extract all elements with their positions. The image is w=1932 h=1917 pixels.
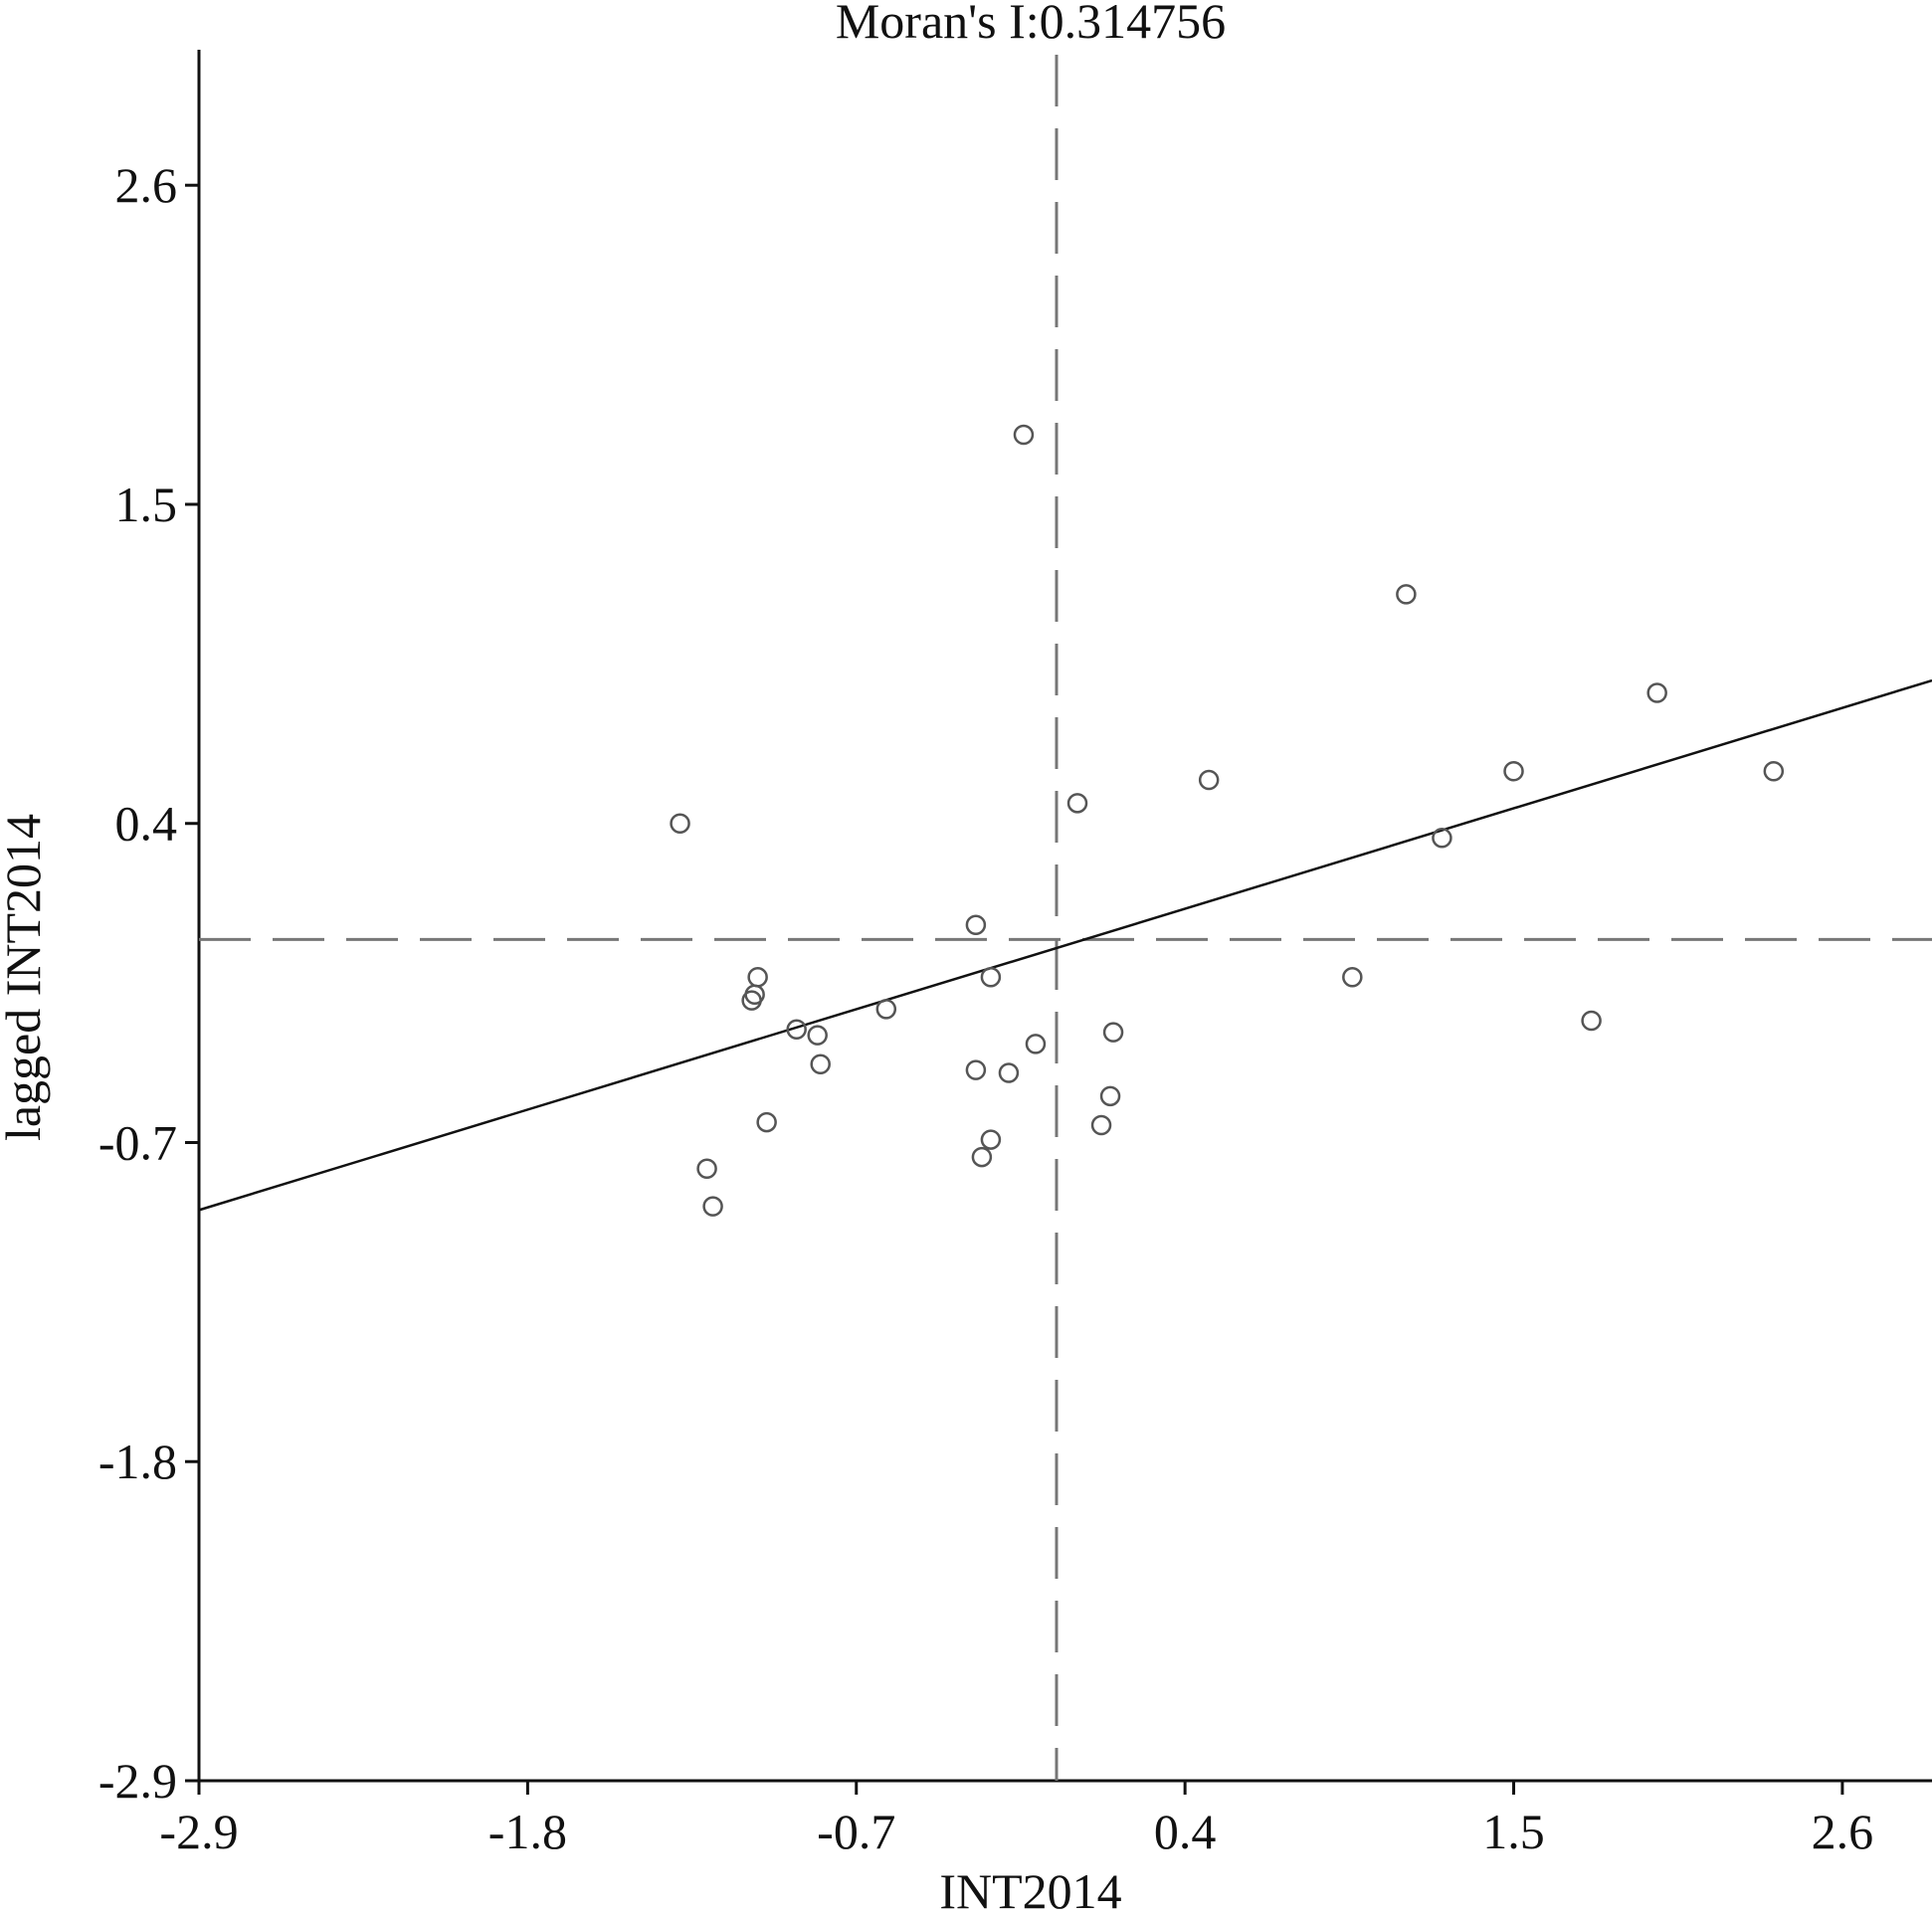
y-tick-label: 0.4 (115, 796, 178, 852)
scatter-point (1099, 1085, 1121, 1107)
scatter-point (1503, 760, 1524, 782)
scatter-point (965, 1059, 987, 1080)
scatter-point (670, 813, 690, 834)
x-axis-title: INT2014 (939, 1863, 1121, 1917)
scatter-point (998, 1062, 1020, 1083)
x-tick-label: -1.8 (488, 1804, 567, 1859)
x-tick-label: -0.7 (817, 1804, 895, 1859)
axes-layer: -2.9 -1.8 -0.7 0.4 1.5 2.6 -2.9 -1.8 -0.7 0.4 1.5 2… (98, 50, 1932, 1859)
scatter-point (875, 999, 897, 1020)
scatter-point (807, 1025, 828, 1046)
scatter-point (1342, 967, 1363, 988)
scatter-point (1025, 1034, 1047, 1054)
scatter-point (1198, 769, 1220, 791)
y-tick-label: -1.8 (98, 1434, 177, 1489)
scatter-point (965, 914, 987, 936)
scatter-point (702, 1196, 723, 1217)
y-tick-label: 2.6 (115, 157, 178, 213)
labels-layer: Moran's I:0.314756 INT2014 lagged INT201… (0, 0, 1226, 1917)
y-tick-label: -0.7 (98, 1114, 177, 1170)
scatter-point (1432, 828, 1452, 849)
scatter-point (756, 1111, 777, 1133)
scatter-point (980, 967, 1002, 988)
scatter-point (747, 967, 768, 988)
y-tick-label: 1.5 (115, 477, 178, 532)
scatter-point (1013, 424, 1035, 446)
scatter-point (1396, 584, 1417, 605)
x-tick-label: 1.5 (1482, 1804, 1545, 1859)
x-tick-label: -2.9 (159, 1804, 238, 1859)
scatter-point (786, 1019, 807, 1041)
scatter-point (980, 1129, 1002, 1150)
chart-title: Moran's I:0.314756 (836, 0, 1226, 49)
regression-layer (198, 678, 1932, 1212)
scatter-point (1646, 682, 1667, 703)
scatter-point (971, 1146, 993, 1168)
scatter-point (696, 1158, 717, 1179)
x-tick-label: 0.4 (1154, 1804, 1217, 1859)
scatter-point (810, 1054, 831, 1075)
regression-line (198, 678, 1932, 1212)
points-layer (670, 424, 1785, 1217)
scatter-point (1581, 1010, 1602, 1032)
scatter-point (1102, 1022, 1124, 1043)
x-tick-label: 2.6 (1812, 1804, 1874, 1859)
scatter-point (1090, 1114, 1112, 1136)
scatter-point (1763, 760, 1785, 782)
scatter-point (741, 990, 762, 1011)
y-tick-label: -2.9 (98, 1753, 177, 1809)
y-axis-title: lagged INT2014 (0, 814, 51, 1141)
scatter-point (1066, 793, 1088, 814)
reference-lines-layer (199, 55, 1932, 1781)
